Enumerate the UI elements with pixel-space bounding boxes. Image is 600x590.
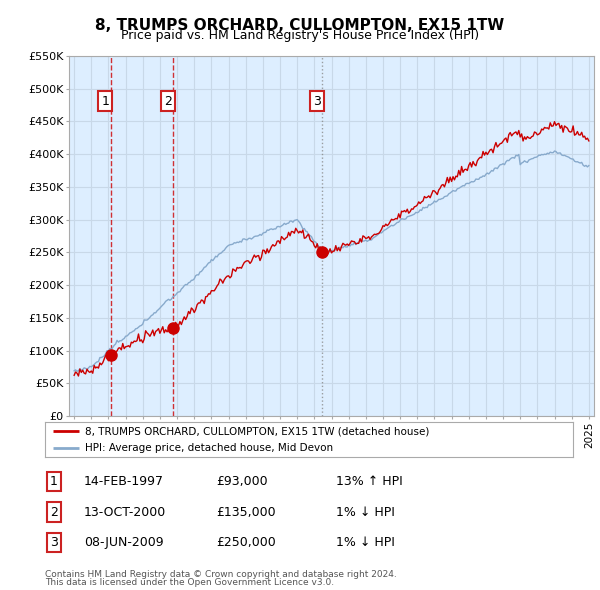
Text: Price paid vs. HM Land Registry's House Price Index (HPI): Price paid vs. HM Land Registry's House …	[121, 30, 479, 42]
Text: 13-OCT-2000: 13-OCT-2000	[84, 506, 166, 519]
Text: £250,000: £250,000	[216, 536, 276, 549]
Text: £135,000: £135,000	[216, 506, 275, 519]
Text: 1% ↓ HPI: 1% ↓ HPI	[336, 536, 395, 549]
Text: 14-FEB-1997: 14-FEB-1997	[84, 475, 164, 488]
Text: 08-JUN-2009: 08-JUN-2009	[84, 536, 164, 549]
Text: 3: 3	[313, 94, 320, 107]
Text: 2: 2	[164, 94, 172, 107]
Text: 3: 3	[50, 536, 58, 549]
Text: This data is licensed under the Open Government Licence v3.0.: This data is licensed under the Open Gov…	[45, 578, 334, 587]
Text: 1% ↓ HPI: 1% ↓ HPI	[336, 506, 395, 519]
Text: £93,000: £93,000	[216, 475, 268, 488]
Text: 2: 2	[50, 506, 58, 519]
Text: 13% ↑ HPI: 13% ↑ HPI	[336, 475, 403, 488]
Text: 1: 1	[101, 94, 109, 107]
Text: 8, TRUMPS ORCHARD, CULLOMPTON, EX15 1TW (detached house): 8, TRUMPS ORCHARD, CULLOMPTON, EX15 1TW …	[85, 427, 429, 437]
Text: Contains HM Land Registry data © Crown copyright and database right 2024.: Contains HM Land Registry data © Crown c…	[45, 571, 397, 579]
Text: 8, TRUMPS ORCHARD, CULLOMPTON, EX15 1TW: 8, TRUMPS ORCHARD, CULLOMPTON, EX15 1TW	[95, 18, 505, 32]
Text: 1: 1	[50, 475, 58, 488]
Text: HPI: Average price, detached house, Mid Devon: HPI: Average price, detached house, Mid …	[85, 442, 333, 453]
